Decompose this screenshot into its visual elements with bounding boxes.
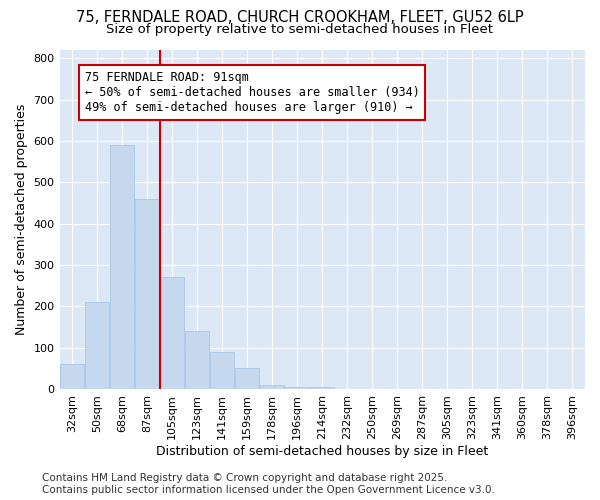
Text: Size of property relative to semi-detached houses in Fleet: Size of property relative to semi-detach… xyxy=(107,22,493,36)
Bar xyxy=(210,352,234,389)
Text: Contains HM Land Registry data © Crown copyright and database right 2025.
Contai: Contains HM Land Registry data © Crown c… xyxy=(42,474,495,495)
Y-axis label: Number of semi-detached properties: Number of semi-detached properties xyxy=(15,104,28,335)
Bar xyxy=(310,387,334,389)
Bar xyxy=(286,387,309,389)
Bar xyxy=(60,364,84,389)
Bar xyxy=(160,278,184,389)
Bar xyxy=(85,302,109,389)
Bar xyxy=(110,145,134,389)
Bar xyxy=(235,368,259,389)
Text: 75 FERNDALE ROAD: 91sqm
← 50% of semi-detached houses are smaller (934)
49% of s: 75 FERNDALE ROAD: 91sqm ← 50% of semi-de… xyxy=(85,70,419,114)
Text: 75, FERNDALE ROAD, CHURCH CROOKHAM, FLEET, GU52 6LP: 75, FERNDALE ROAD, CHURCH CROOKHAM, FLEE… xyxy=(76,10,524,25)
Bar xyxy=(185,331,209,389)
X-axis label: Distribution of semi-detached houses by size in Fleet: Distribution of semi-detached houses by … xyxy=(156,444,488,458)
Bar xyxy=(135,199,159,389)
Bar xyxy=(260,385,284,389)
